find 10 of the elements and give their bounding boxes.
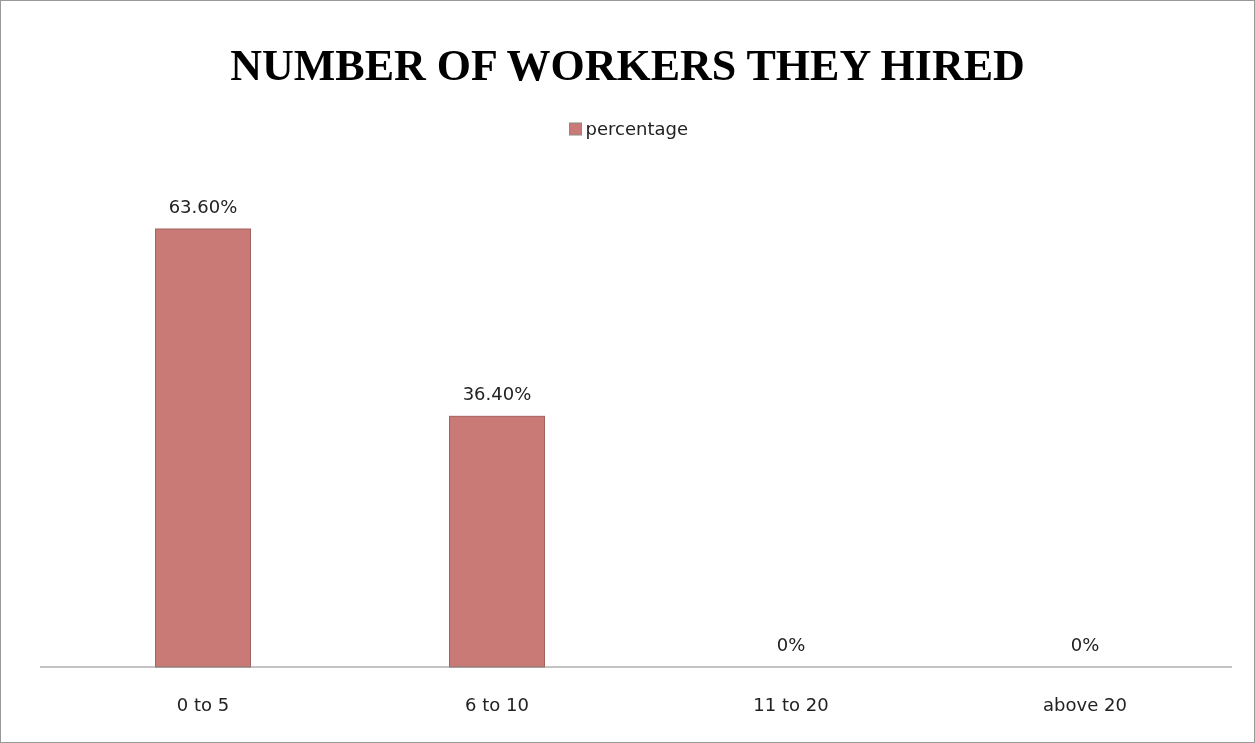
x-tick-label: above 20: [1043, 694, 1127, 715]
x-tick-label: 6 to 10: [465, 694, 529, 715]
data-label: 63.60%: [168, 196, 238, 217]
data-label: 0%: [1070, 634, 1100, 655]
x-tick-label: 0 to 5: [176, 694, 230, 715]
data-label: 0%: [776, 634, 806, 655]
x-tick-label: 11 to 20: [753, 694, 829, 715]
data-label: 36.40%: [462, 383, 532, 405]
chart-title: NUMBER OF WORKERS THEY HIRED: [230, 41, 1025, 90]
legend-label: percentage: [585, 118, 688, 139]
